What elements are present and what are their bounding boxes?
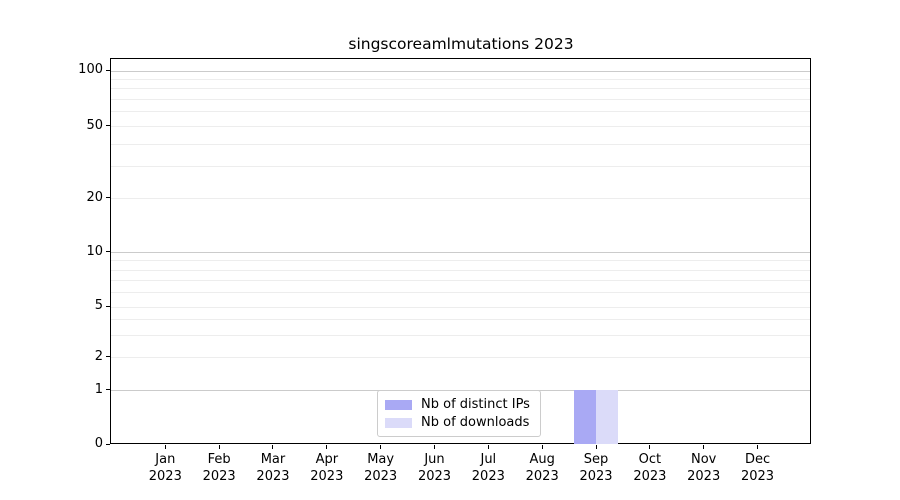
y-tick-label: 1 — [94, 381, 103, 397]
x-tick-label-line: 2023 — [687, 468, 721, 484]
x-tick-label-line: Jul — [480, 452, 497, 467]
legend-item-downloads: Nb of downloads — [385, 415, 530, 430]
x-tick-label: Sep 2023 — [566, 452, 626, 485]
y-gridline — [111, 126, 810, 127]
y-tick-label: 5 — [94, 298, 103, 313]
x-tick-mark — [434, 444, 435, 449]
y-minor-gridline — [111, 111, 810, 113]
x-tick-label: Dec 2023 — [728, 452, 788, 485]
legend-swatch-distinct-ips-icon — [385, 399, 412, 410]
x-tick-mark — [380, 444, 382, 449]
x-tick-label-line: 2023 — [579, 468, 613, 484]
x-tick-mark — [757, 444, 759, 449]
x-tick-label-line: Jun — [424, 452, 445, 467]
x-tick-label-line: May — [367, 452, 395, 467]
y-tick-mark — [106, 443, 110, 445]
y-minor-gridline — [111, 280, 810, 282]
y-tick-mark — [106, 356, 110, 358]
x-tick-label-line: 2023 — [525, 468, 559, 484]
x-tick-label: Nov 2023 — [674, 452, 734, 485]
y-minor-gridline — [111, 166, 810, 168]
y-gridline — [111, 252, 810, 254]
y-minor-gridline — [111, 88, 810, 90]
legend-item-distinct-ips: Nb of distinct IPs — [385, 397, 530, 412]
y-tick-mark — [106, 125, 110, 126]
x-tick-label-line: 2023 — [310, 468, 344, 484]
y-minor-gridline — [111, 292, 810, 294]
y-tick-mark — [106, 389, 110, 390]
x-tick-mark — [272, 444, 274, 449]
y-minor-gridline — [111, 334, 810, 336]
bar-distinct-ips — [574, 389, 596, 444]
x-tick-label-line: 2023 — [740, 468, 775, 484]
plot-area — [110, 58, 811, 444]
y-minor-gridline — [111, 78, 810, 80]
x-tick-label: Oct 2023 — [620, 452, 680, 485]
x-tick-label: Feb 2023 — [189, 452, 249, 485]
x-tick-mark — [595, 444, 597, 449]
legend-label-downloads: Nb of downloads — [421, 415, 530, 430]
x-tick-label-line: Mar — [260, 452, 286, 467]
y-minor-gridline — [111, 99, 810, 101]
x-tick-label-line: Apr — [315, 452, 339, 467]
x-tick-label: Apr 2023 — [297, 452, 357, 485]
y-minor-gridline — [111, 269, 810, 271]
legend-label-distinct-ips: Nb of distinct IPs — [421, 397, 530, 412]
y-gridline — [111, 357, 810, 359]
x-tick-mark — [164, 444, 166, 449]
y-tick-mark — [106, 251, 110, 253]
x-tick-label: Jun 2023 — [405, 452, 465, 485]
x-tick-label: Jul 2023 — [458, 452, 518, 485]
x-tick-label: Mar 2023 — [243, 452, 303, 485]
x-tick-label-line: 2023 — [256, 468, 290, 484]
x-tick-label: Aug 2023 — [512, 452, 572, 485]
x-tick-label-line: Nov — [691, 452, 717, 467]
y-tick-label: 2 — [94, 348, 103, 364]
y-tick-label: 20 — [86, 189, 103, 205]
y-tick-label: 100 — [78, 62, 103, 77]
legend: Nb of distinct IPs Nb of downloads — [377, 390, 541, 437]
x-tick-mark — [703, 444, 705, 449]
y-gridline — [111, 70, 810, 72]
x-tick-label-line: Feb — [207, 452, 231, 467]
x-tick-label-line: 2023 — [148, 468, 182, 484]
x-tick-mark — [649, 444, 651, 449]
x-tick-mark — [218, 444, 220, 449]
y-minor-gridline — [111, 260, 810, 262]
x-tick-label-line: Dec — [744, 452, 771, 467]
chart-title: singscoreamlmutations 2023 — [348, 35, 574, 53]
x-tick-label-line: Sep — [583, 452, 609, 467]
legend-swatch-downloads-icon — [385, 417, 412, 428]
x-tick-label: May 2023 — [351, 452, 411, 485]
y-tick-label: 0 — [94, 436, 103, 451]
x-tick-label-line: 2023 — [471, 468, 505, 484]
x-tick-label-line: Jan — [155, 452, 176, 467]
y-tick-mark — [106, 197, 110, 199]
x-tick-mark — [541, 444, 543, 449]
y-tick-label: 50 — [86, 117, 103, 133]
y-gridline — [111, 198, 810, 200]
x-tick-label: Jan 2023 — [135, 452, 195, 485]
y-minor-gridline — [111, 143, 810, 145]
y-tick-label: 10 — [86, 243, 103, 259]
x-tick-label-line: Oct — [638, 452, 662, 467]
x-tick-mark — [487, 444, 489, 449]
x-tick-label-line: 2023 — [202, 468, 236, 484]
y-tick-mark — [106, 69, 110, 71]
x-tick-label-line: 2023 — [364, 468, 398, 484]
y-gridline — [111, 306, 810, 308]
x-tick-label-line: 2023 — [417, 468, 452, 484]
x-tick-label-line: 2023 — [633, 468, 667, 484]
y-minor-gridline — [111, 318, 810, 320]
y-tick-mark — [106, 305, 110, 307]
x-tick-label-line: Aug — [529, 452, 555, 467]
bar-downloads — [596, 389, 618, 444]
x-tick-mark — [326, 444, 328, 449]
